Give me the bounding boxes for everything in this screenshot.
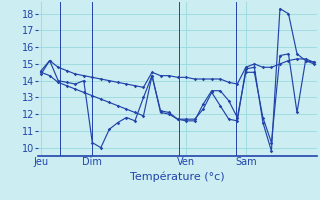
- X-axis label: Température (°c): Température (°c): [130, 172, 225, 182]
